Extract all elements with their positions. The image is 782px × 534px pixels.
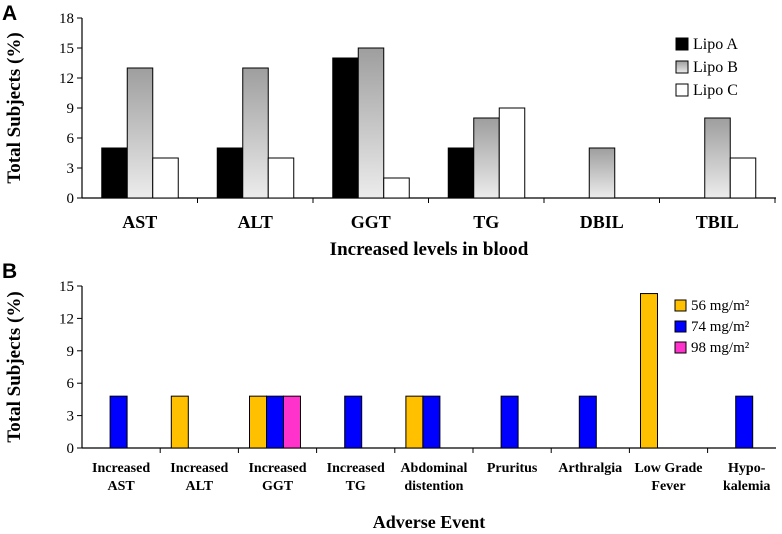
bar-alt-series-3	[267, 157, 295, 199]
legend-label: 98 mg/m²	[691, 340, 750, 356]
bar-increased-ggt-series-1	[249, 395, 267, 449]
bar-ggt-series-3	[383, 177, 410, 199]
y-tick-label: 6	[67, 376, 75, 392]
bar-increased-ast-series-2	[109, 395, 128, 449]
x-tick-label: Abdominal	[400, 461, 467, 476]
x-tick-label: Increased	[170, 461, 228, 476]
legend-label: Lipo B	[693, 59, 738, 76]
bar-tbil-series-2	[704, 117, 731, 199]
y-tick-label: 3	[67, 409, 75, 425]
y-tick-label: 9	[67, 101, 75, 117]
x-tick-label: ALT	[186, 479, 214, 494]
legend-swatch	[674, 320, 687, 333]
bar-alt-series-2	[242, 67, 269, 199]
bar-increased-ggt-series-3	[283, 395, 301, 449]
bar-tg-series-2	[473, 117, 500, 199]
bar-ggt-series-1	[332, 57, 359, 199]
chart-panel-b: B Total Subjects (%) 0 3 6 9 12 15 Increased AST I…	[2, 260, 776, 532]
y-tick-label: 9	[67, 344, 75, 360]
x-tick-label: DBIL	[580, 212, 624, 232]
x-tick-label: kalemia	[723, 479, 770, 494]
x-tick-label: Increased	[248, 461, 306, 476]
y-tick-label: 18	[59, 11, 74, 27]
bar-tg-series-3	[498, 107, 526, 199]
legend-swatch	[675, 60, 689, 74]
x-tick-label: Increased	[92, 461, 150, 476]
bar-ast-series-2	[126, 67, 154, 199]
legend-label: 56 mg/m²	[691, 298, 750, 314]
bar-tbil-series-3	[729, 157, 757, 199]
bar-increased-alt-series-1	[170, 395, 189, 449]
bar-increased-ggt-series-2	[266, 395, 284, 449]
x-tick-label: Increased	[327, 461, 385, 476]
y-tick-label: 0	[67, 191, 75, 207]
legend-swatch	[674, 341, 687, 354]
y-axis-label: Total Subjects (%)	[4, 291, 25, 442]
y-axis-label: Total Subjects (%)	[4, 32, 25, 183]
legend-swatch	[675, 83, 689, 97]
x-tick-label: ALT	[238, 212, 273, 232]
legend-swatch	[675, 37, 689, 51]
legend-label: 74 mg/m²	[691, 319, 750, 335]
y-tick-label: 12	[59, 71, 74, 87]
x-tick-label: AST	[122, 212, 157, 232]
bar-low-grade-fever-series-1	[640, 293, 658, 449]
panel-label: B	[2, 260, 17, 283]
x-tick-label: distention	[404, 479, 463, 494]
legend-label: Lipo C	[693, 82, 738, 99]
bar-abdominal-distention-series-1	[405, 395, 424, 449]
x-tick-label: GGT	[262, 479, 294, 494]
y-tick-label: 15	[59, 41, 74, 57]
x-tick-label: Pruritus	[487, 461, 538, 476]
x-tick-label: Low Grade	[634, 461, 702, 476]
y-tick-label: 0	[67, 441, 75, 457]
y-tick-label: 12	[59, 311, 74, 327]
x-tick-label: TG	[473, 212, 499, 232]
bar-abdominal-distention-series-2	[422, 395, 441, 449]
bar-dbil-series-2	[588, 147, 616, 199]
bar-increased-tg-series-2	[344, 395, 363, 449]
y-tick-label: 3	[67, 161, 75, 177]
x-tick-label: TG	[346, 479, 366, 494]
chart-panel-a: A Total Subjects (%) 0 3 6 9 12 15 18 AST ALT GGT TG…	[2, 2, 776, 260]
bar-arthralgia-series-2	[578, 395, 597, 449]
panel-label: A	[2, 2, 17, 25]
bar-ast-series-3	[152, 157, 179, 199]
legend-label: Lipo A	[693, 36, 738, 53]
x-tick-label: TBIL	[696, 212, 739, 232]
x-tick-label: AST	[107, 479, 135, 494]
legend-swatch	[674, 299, 687, 312]
y-tick-label: 15	[59, 279, 74, 295]
x-axis-label: Adverse Event	[373, 512, 485, 532]
x-tick-label: Fever	[651, 479, 685, 494]
bar-tg-series-1	[447, 147, 475, 199]
x-axis-label: Increased levels in blood	[330, 239, 529, 260]
bar-ggt-series-2	[357, 47, 385, 199]
x-tick-label: Hypo-	[728, 461, 766, 476]
x-tick-label: GGT	[351, 212, 391, 232]
y-tick-label: 6	[67, 131, 75, 147]
x-tick-label: Arthralgia	[558, 461, 622, 476]
bar-alt-series-1	[216, 147, 244, 199]
bar-hypo-kalemia-series-2	[735, 395, 754, 449]
bar-pruritus-series-2	[500, 395, 519, 449]
bar-ast-series-1	[101, 147, 128, 199]
